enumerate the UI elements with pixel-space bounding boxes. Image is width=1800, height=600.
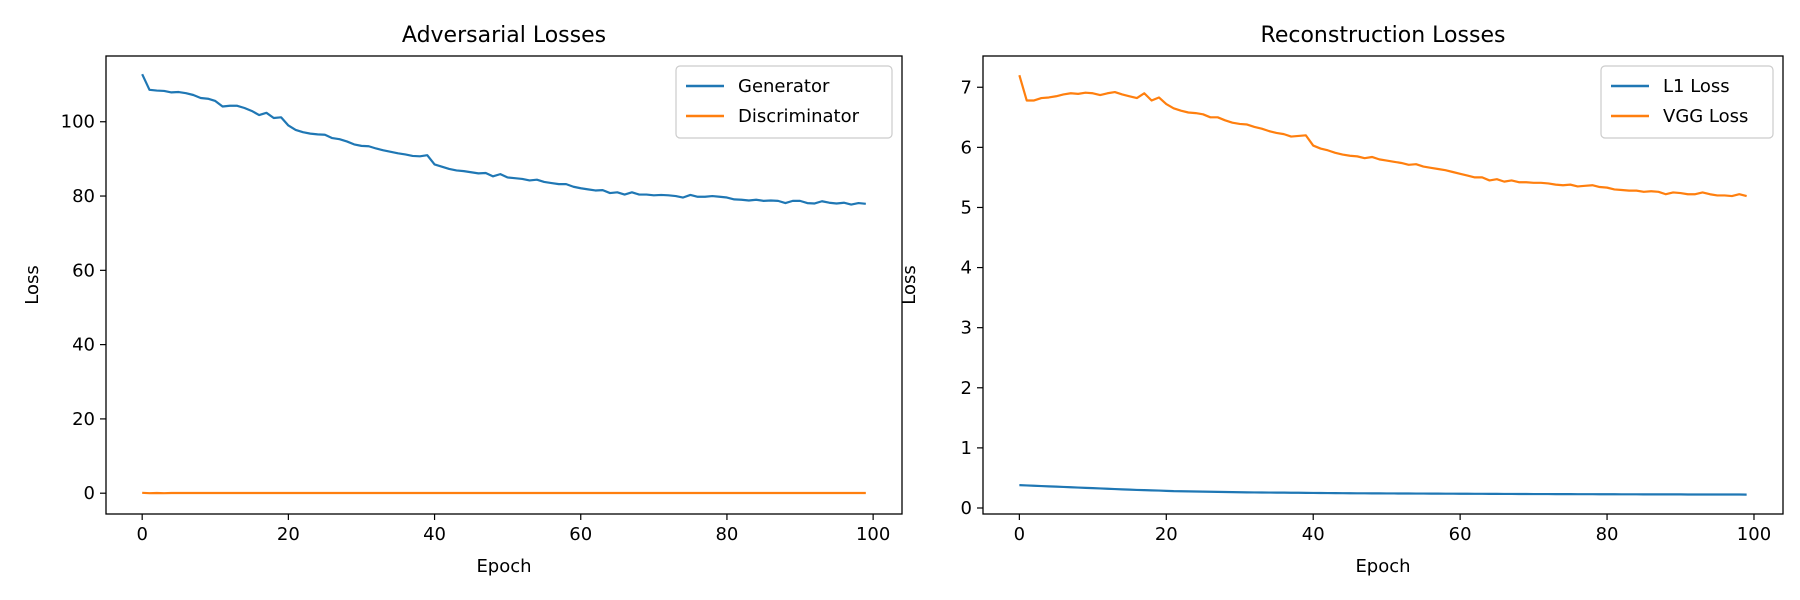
series-line-vgg-loss — [1018, 74, 1747, 198]
y-tick-label: 4 — [961, 258, 972, 279]
x-tick-label: 100 — [856, 524, 890, 545]
legend-label: Generator — [738, 76, 830, 97]
y-tick-label: 0 — [961, 498, 972, 519]
adversarial-losses-chart: 0 20 40 60 80 100 0 20 40 60 80 100 Adversarial Loss… — [22, 23, 903, 577]
x-axis-label: Epoch — [476, 556, 531, 577]
x-tick-label: 80 — [1596, 524, 1619, 545]
plot-frame — [982, 55, 1784, 515]
y-tick-label: 100 — [61, 112, 95, 133]
y-tick-label: 40 — [72, 335, 95, 356]
x-tick-label: 20 — [277, 524, 300, 545]
y-tick-label: 0 — [84, 483, 95, 504]
y-tick-label: 1 — [961, 438, 972, 459]
x-tick-label: 0 — [136, 524, 147, 545]
legend-label: VGG Loss — [1663, 106, 1748, 127]
x-axis-label: Epoch — [1355, 556, 1410, 577]
y-tick-label: 80 — [72, 186, 95, 207]
y-tick-label: 6 — [961, 137, 972, 158]
plot-frame — [105, 55, 903, 515]
y-tick-label: 20 — [72, 409, 95, 430]
chart-title: Reconstruction Losses — [1261, 23, 1506, 48]
legend-box — [675, 65, 893, 139]
legend: L1 Loss VGG Loss — [1600, 65, 1774, 139]
legend: Generator Discriminator — [675, 65, 893, 139]
y-tick-label: 2 — [961, 378, 972, 399]
x-tick-label: 60 — [569, 524, 592, 545]
y-tick-label: 7 — [961, 77, 972, 98]
legend-label: Discriminator — [738, 106, 860, 127]
series-line-generator — [141, 73, 866, 206]
x-tick-label: 100 — [1737, 524, 1771, 545]
reconstruction-losses-chart: 0 20 40 60 80 100 0 1 2 3 4 5 6 7 Reconstruction Losse… — [899, 23, 1784, 577]
y-tick-label: 60 — [72, 260, 95, 281]
y-tick-label: 3 — [961, 318, 972, 339]
y-axis-label: Loss — [899, 265, 920, 304]
legend-box — [1600, 65, 1774, 139]
legend-label: L1 Loss — [1663, 76, 1730, 97]
chart-title: Adversarial Losses — [402, 23, 606, 48]
y-tick-label: 5 — [961, 197, 972, 218]
x-tick-label: 40 — [1302, 524, 1325, 545]
x-tick-label: 80 — [715, 524, 738, 545]
x-tick-label: 60 — [1449, 524, 1472, 545]
x-tick-label: 0 — [1014, 524, 1025, 545]
x-tick-label: 40 — [423, 524, 446, 545]
y-axis-label: Loss — [22, 265, 43, 304]
series-line-l1-loss — [1019, 484, 1747, 496]
x-tick-label: 20 — [1155, 524, 1178, 545]
